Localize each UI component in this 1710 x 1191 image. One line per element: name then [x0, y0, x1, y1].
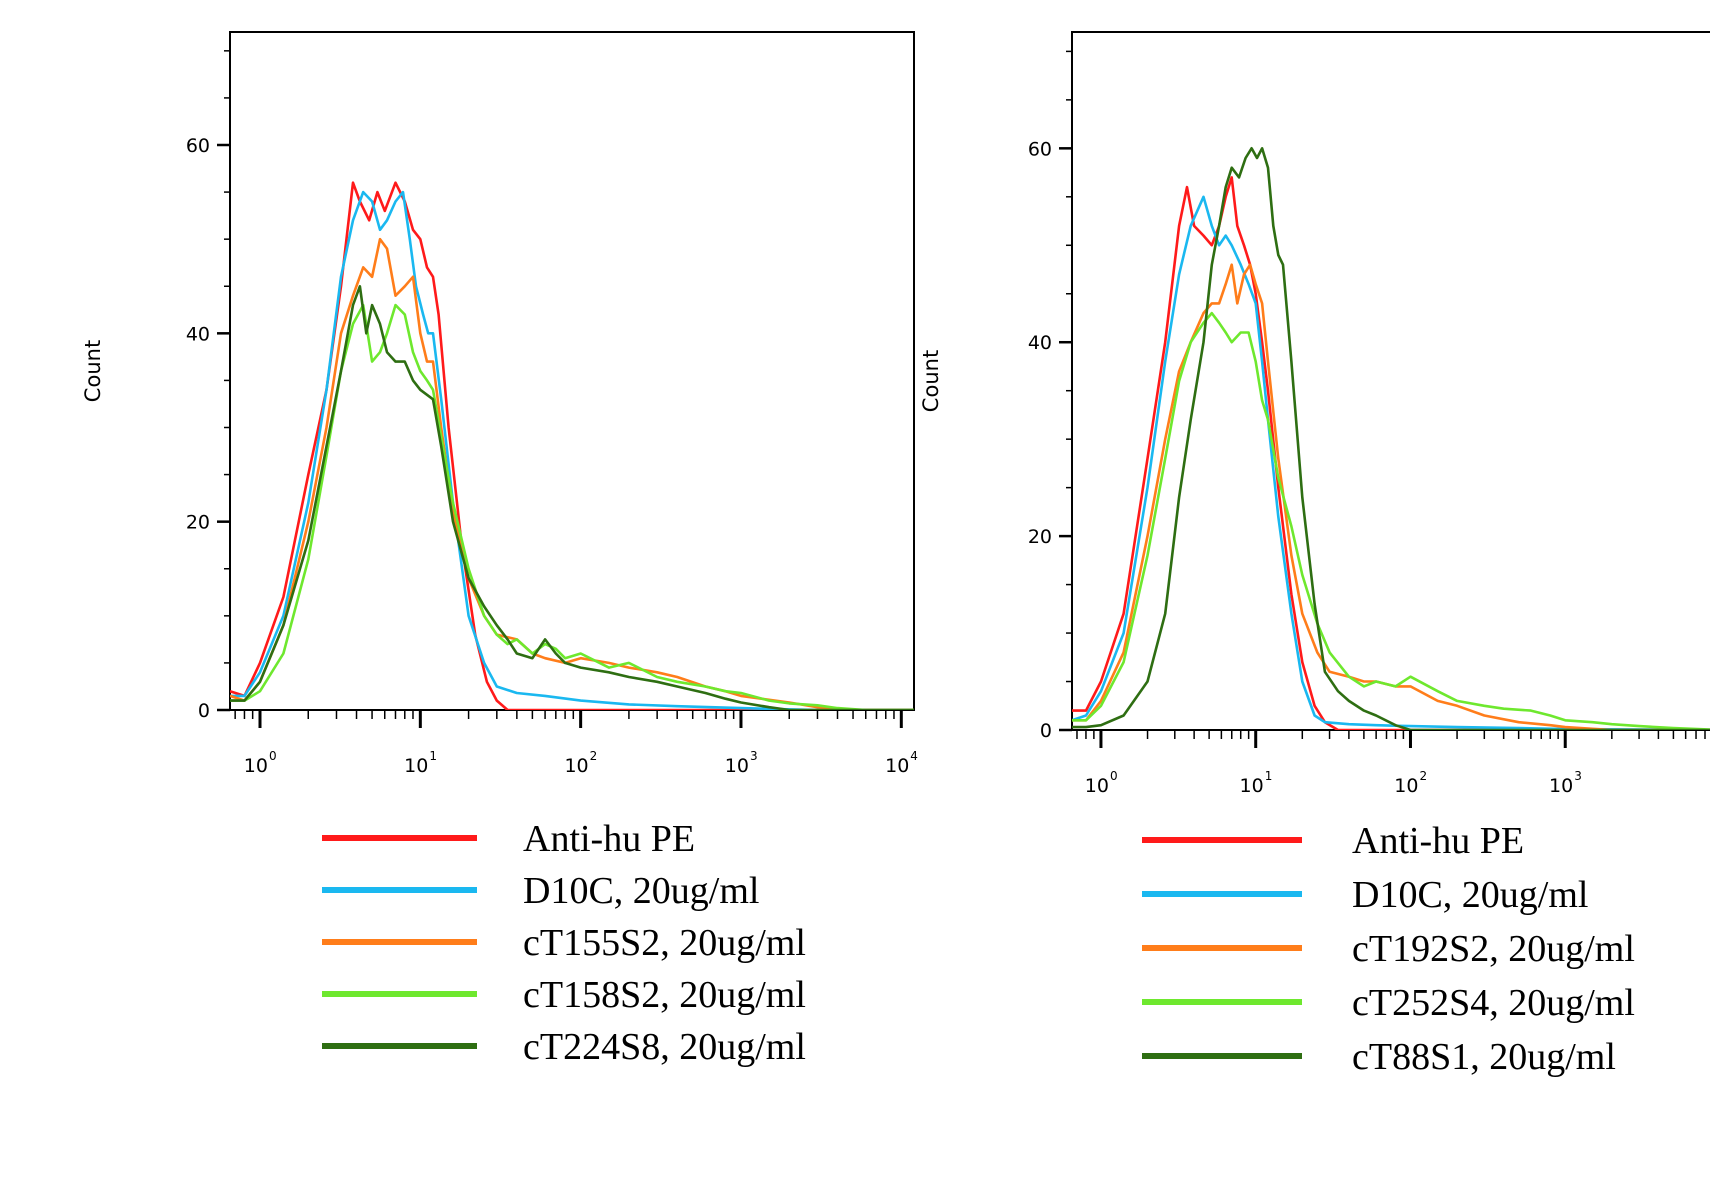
y-axis-label: Count [920, 350, 943, 412]
x-tick-label: 10 4 [885, 749, 918, 777]
legend-label: Anti-hu PE [523, 818, 695, 860]
y-tick-label: 20 [1028, 526, 1052, 548]
x-tick-base: 10 [1240, 775, 1264, 797]
y-tick-label: 0 [1040, 720, 1052, 742]
y-tick-label: 40 [186, 323, 210, 345]
legend-label: cT88S1, 20ug/ml [1352, 1036, 1616, 1078]
plot-frame [1071, 31, 1710, 731]
series-line [230, 181, 914, 710]
x-tick-base: 10 [725, 755, 749, 777]
y-tick-label: 60 [186, 135, 210, 157]
legend-label: Anti-hu PE [1352, 820, 1524, 862]
series-line [1072, 311, 1710, 730]
x-tick-label: 10 0 [244, 749, 277, 777]
legend-label: cT224S8, 20ug/ml [523, 1026, 806, 1068]
x-tick-base: 10 [564, 755, 588, 777]
series-line [230, 190, 914, 710]
x-tick-exponent: 1 [429, 749, 437, 763]
x-tick-label: 10 3 [725, 749, 758, 777]
series-line [230, 237, 914, 710]
x-tick-exponent: 2 [590, 749, 598, 763]
x-tick-base: 10 [1085, 775, 1109, 797]
x-tick-label: 10 1 [1240, 769, 1273, 797]
y-tick-label: 40 [1028, 332, 1052, 354]
y-tick-label: 20 [186, 512, 210, 534]
series-line [1072, 263, 1710, 730]
x-tick-base: 10 [1394, 775, 1418, 797]
y-tick-label: 60 [1028, 138, 1052, 160]
x-tick-label: 10 2 [1394, 769, 1427, 797]
x-tick-label: 10 2 [564, 749, 597, 777]
x-tick-exponent: 0 [1110, 769, 1118, 783]
x-tick-exponent: 0 [269, 749, 277, 763]
series-line [230, 303, 914, 710]
x-tick-label: 10 0 [1085, 769, 1118, 797]
series-line [1072, 176, 1710, 730]
legend-label: D10C, 20ug/ml [1352, 874, 1588, 916]
legend-label: cT252S4, 20ug/ml [1352, 982, 1635, 1024]
x-tick-exponent: 3 [1574, 769, 1582, 783]
y-axis-label: Count [81, 340, 105, 402]
series-line [230, 285, 914, 710]
plot-frame [229, 31, 915, 711]
x-tick-exponent: 4 [910, 749, 918, 763]
x-tick-exponent: 1 [1265, 769, 1273, 783]
x-tick-label: 10 3 [1549, 769, 1582, 797]
x-tick-base: 10 [244, 755, 268, 777]
legend-label: D10C, 20ug/ml [523, 870, 759, 912]
y-tick-label: 0 [198, 700, 210, 722]
x-tick-base: 10 [885, 755, 909, 777]
x-tick-base: 10 [1549, 775, 1573, 797]
legend-label: cT155S2, 20ug/ml [523, 922, 806, 964]
x-tick-base: 10 [404, 755, 428, 777]
legend-label: cT158S2, 20ug/ml [523, 974, 806, 1016]
x-tick-label: 10 1 [404, 749, 437, 777]
series-line [1072, 147, 1710, 730]
x-tick-exponent: 2 [1419, 769, 1427, 783]
series-line [1072, 195, 1710, 730]
legend-label: cT192S2, 20ug/ml [1352, 928, 1635, 970]
x-tick-exponent: 3 [750, 749, 758, 763]
